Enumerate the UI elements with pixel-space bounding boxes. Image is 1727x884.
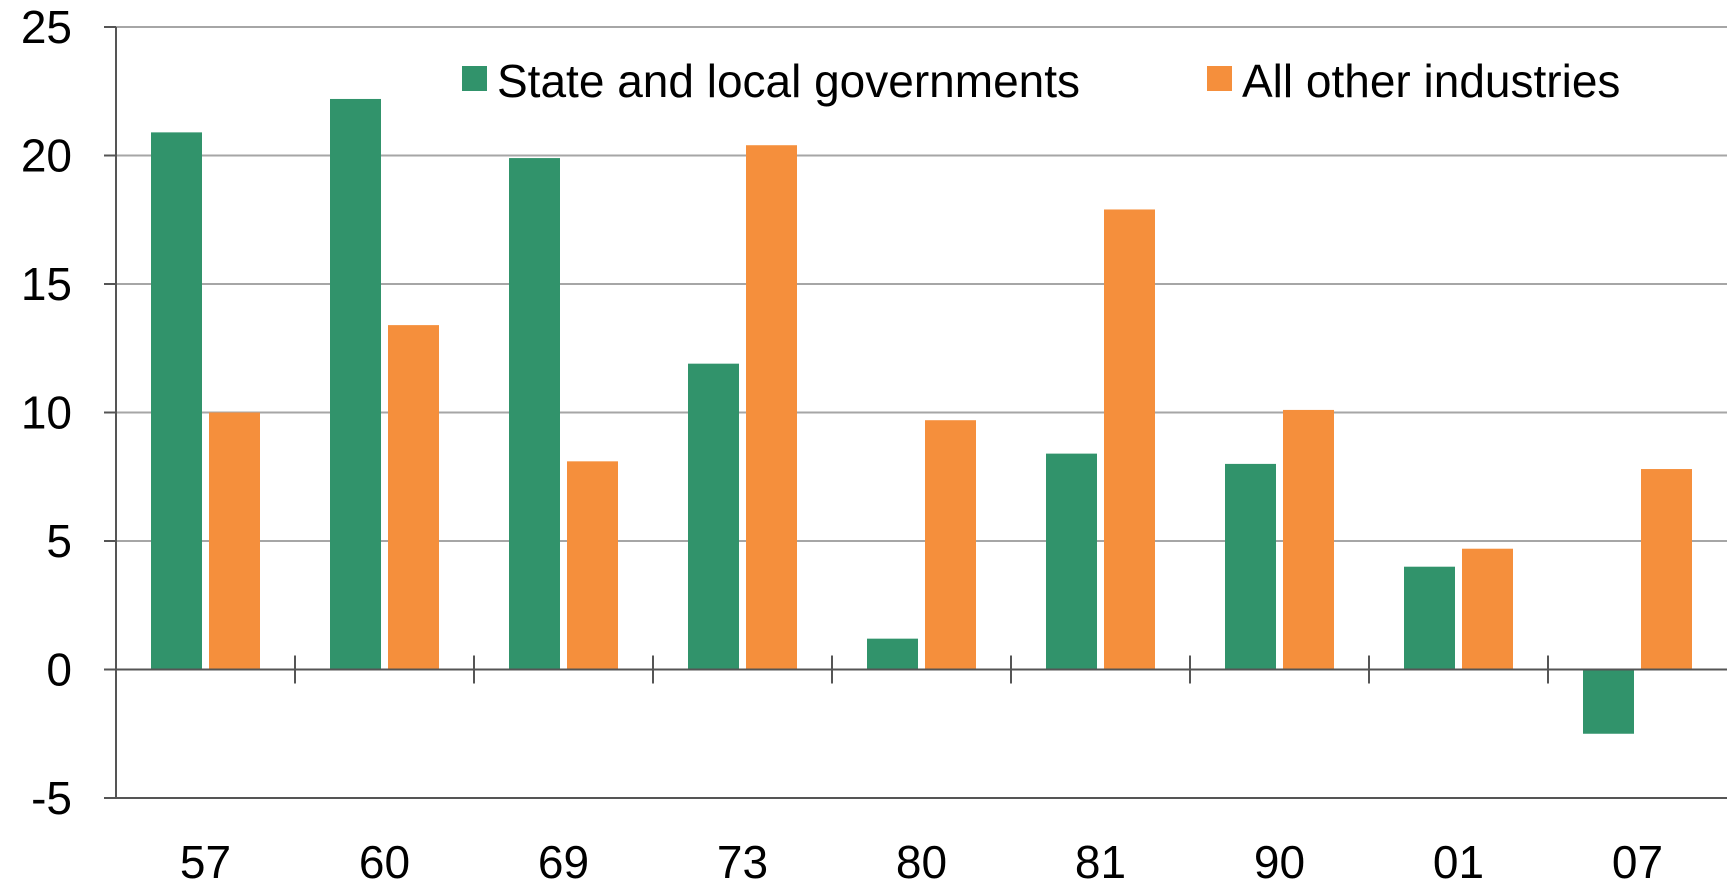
- bar-state-local-07: [1583, 669, 1634, 734]
- x-tick-label: 07: [1612, 836, 1663, 884]
- legend-label-other-industries: All other industries: [1242, 55, 1620, 107]
- y-tick-label: 10: [21, 387, 72, 439]
- bar-state-local-81: [1046, 453, 1097, 670]
- bar-state-local-69: [509, 158, 560, 670]
- x-tick-label: 81: [1075, 836, 1126, 884]
- bar-state-local-60: [330, 98, 381, 670]
- x-tick-label: 90: [1254, 836, 1305, 884]
- gridlines: [116, 26, 1727, 542]
- y-tick-label: 0: [46, 644, 72, 696]
- y-tick-label: 25: [21, 1, 72, 53]
- legend-label-state-local: State and local governments: [497, 55, 1080, 107]
- x-tick-label: 69: [538, 836, 589, 884]
- axes: [104, 26, 1727, 799]
- x-tick-label: 80: [896, 836, 947, 884]
- y-tick-label: 5: [46, 515, 72, 567]
- bar-other-industries-81: [1104, 209, 1155, 670]
- bar-other-industries-69: [567, 461, 618, 670]
- bar-other-industries-07: [1641, 469, 1692, 670]
- legend-swatch-state-local: [462, 66, 487, 91]
- y-tick-label: -5: [31, 772, 72, 824]
- bar-state-local-57: [151, 132, 202, 670]
- x-tick-label: 60: [359, 836, 410, 884]
- bars: [151, 98, 1692, 734]
- bar-state-local-73: [688, 363, 739, 670]
- x-tick-label: 73: [717, 836, 768, 884]
- bar-state-local-80: [867, 638, 918, 670]
- x-tick-label: 57: [180, 836, 231, 884]
- y-tick-label: 20: [21, 130, 72, 182]
- bar-other-industries-90: [1283, 409, 1334, 670]
- bar-state-local-01: [1404, 566, 1455, 670]
- legend: State and local governments All other ind…: [462, 55, 1620, 107]
- y-tick-label: 15: [21, 258, 72, 310]
- bar-other-industries-73: [746, 145, 797, 670]
- legend-swatch-other-industries: [1207, 66, 1232, 91]
- bar-other-industries-57: [209, 412, 260, 670]
- tick-labels: -5 0 5 10 15 20 25 57 60 69 73 80 81 90 01 07: [21, 1, 1663, 884]
- x-tick-label: 01: [1433, 836, 1484, 884]
- bar-other-industries-60: [388, 325, 439, 670]
- bar-other-industries-80: [925, 420, 976, 670]
- bar-state-local-90: [1225, 463, 1276, 670]
- bar-other-industries-01: [1462, 548, 1513, 670]
